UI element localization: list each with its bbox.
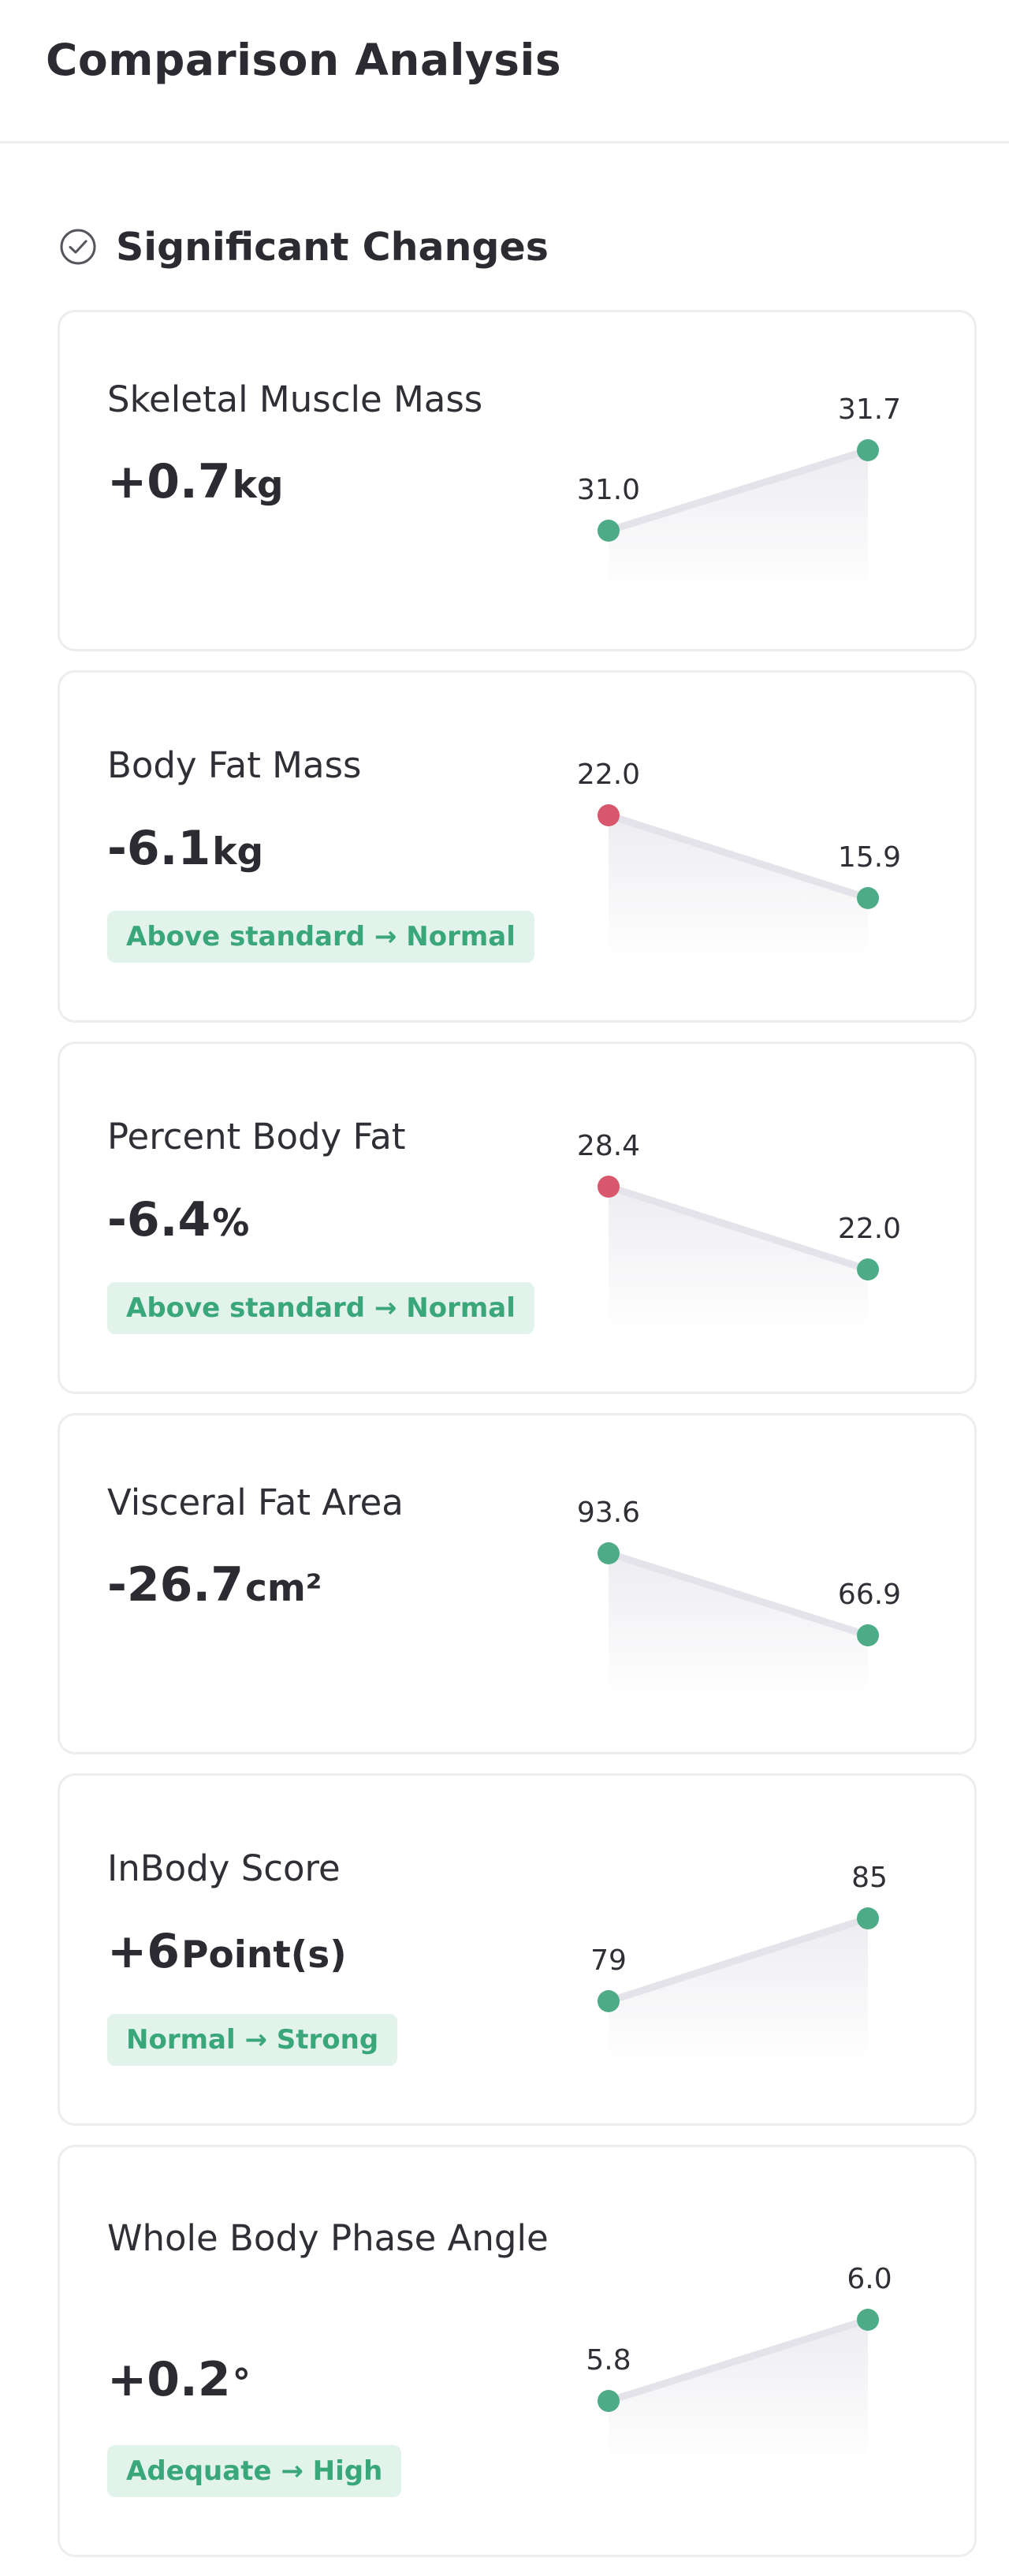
sparkline-area [609, 1553, 868, 1698]
after-value-label: 66.9 [838, 1579, 901, 1611]
section-title: Significant Changes [116, 224, 549, 270]
metric-card-skeletal-muscle-mass[interactable]: Skeletal Muscle Mass +0.7 kg 31.0 31.7 [58, 310, 977, 651]
before-value-label: 79 [590, 1944, 627, 1977]
page-title: Comparison Analysis [46, 35, 562, 85]
after-value-label: 31.7 [838, 393, 901, 426]
before-point [598, 520, 620, 542]
before-value-label: 5.8 [586, 2344, 631, 2377]
metric-card-body-fat-mass[interactable]: Body Fat Mass -6.1 kg Above standard → No… [58, 670, 977, 1023]
trend-sparkline: 31.0 31.7 [577, 393, 901, 594]
trend-sparkline: 22.0 15.9 [577, 759, 901, 961]
after-point [857, 1907, 879, 1929]
metric-name: Visceral Fat Area [107, 1482, 404, 1523]
before-point [598, 804, 620, 826]
trend-sparkline: 28.4 22.0 [577, 1130, 901, 1333]
after-value-label: 15.9 [838, 841, 901, 874]
after-point [857, 439, 879, 461]
sparkline-line [605, 1549, 872, 1639]
sparkline-area [609, 1187, 868, 1333]
metric-card-inbody-score[interactable]: InBody Score +6 Point(s) Normal → Strong … [58, 1773, 977, 2126]
after-value-label: 85 [851, 1862, 888, 1894]
sparkline-line [605, 811, 872, 902]
metric-delta-value: +0.2 [107, 2352, 231, 2407]
before-value-label: 28.4 [577, 1130, 640, 1162]
before-value-label: 31.0 [577, 474, 640, 506]
metric-delta: -26.7 cm² [107, 1557, 322, 1612]
sparkline-line [605, 2316, 872, 2405]
before-point [598, 1990, 620, 2012]
status-badge: Above standard → Normal [107, 911, 534, 963]
after-point [857, 1624, 879, 1646]
before-value-label: 22.0 [577, 759, 640, 791]
metric-delta: +0.2 ° [107, 2352, 251, 2407]
metric-card-visceral-fat-area[interactable]: Visceral Fat Area -26.7 cm² 93.6 66.9 [58, 1413, 977, 1754]
sparkline-area [609, 1918, 868, 2064]
trend-sparkline: 93.6 66.9 [577, 1497, 901, 1698]
after-point [857, 2309, 879, 2331]
sparkline-line [605, 1183, 872, 1273]
before-point [598, 1542, 620, 1564]
after-point [857, 887, 879, 909]
metric-delta-value: -6.4 [107, 1192, 211, 1247]
after-value-label: 22.0 [838, 1213, 901, 1245]
status-badge: Normal → Strong [107, 2014, 398, 2066]
metric-delta: +0.7 kg [107, 454, 283, 509]
before-value-label: 93.6 [577, 1497, 640, 1529]
sparkline-line [605, 1914, 872, 2005]
metric-name: InBody Score [107, 1847, 341, 1889]
metric-name: Body Fat Mass [107, 744, 362, 786]
metric-unit: ° [232, 2362, 251, 2405]
metric-unit: % [212, 1202, 250, 1245]
metric-delta: +6 Point(s) [107, 1924, 347, 1979]
trend-sparkline: 5.8 6.0 [586, 2263, 892, 2464]
metric-unit: kg [212, 830, 264, 874]
after-value-label: 6.0 [847, 2263, 892, 2295]
metric-unit: Point(s) [181, 1933, 347, 1977]
metric-delta-value: +0.7 [107, 454, 231, 509]
metric-delta: -6.4% [107, 1192, 249, 1247]
metric-delta-value: -26.7 [107, 1557, 244, 1612]
metric-unit: kg [232, 464, 284, 507]
trend-sparkline: 79 85 [590, 1862, 888, 2064]
metric-name: Whole Body Phase Angle [107, 2217, 549, 2259]
metric-name: Percent Body Fat [107, 1116, 406, 1158]
metric-card-whole-body-phase-angle[interactable]: Whole Body Phase Angle +0.2 ° Adequate → … [58, 2145, 977, 2557]
sparkline-area [609, 2320, 868, 2464]
sparkline-area [609, 450, 868, 594]
section-header: Significant Changes [58, 219, 549, 274]
check-circle-icon [60, 229, 96, 265]
metric-delta: -6.1 kg [107, 821, 263, 876]
metric-card-percent-body-fat[interactable]: Percent Body Fat -6.4% Above standard → … [58, 1042, 977, 1394]
status-badge: Above standard → Normal [107, 1282, 534, 1334]
sparkline-area [609, 815, 868, 961]
header-bar: Comparison Analysis [0, 0, 1009, 144]
before-point [598, 2390, 620, 2412]
metric-name: Skeletal Muscle Mass [107, 378, 483, 420]
after-point [857, 1258, 879, 1281]
metric-delta-value: +6 [107, 1924, 181, 1979]
metric-delta-value: -6.1 [107, 821, 211, 876]
metric-unit: cm² [244, 1567, 322, 1610]
before-point [598, 1176, 620, 1198]
status-badge: Adequate → High [107, 2445, 402, 2497]
sparkline-line [605, 446, 872, 535]
